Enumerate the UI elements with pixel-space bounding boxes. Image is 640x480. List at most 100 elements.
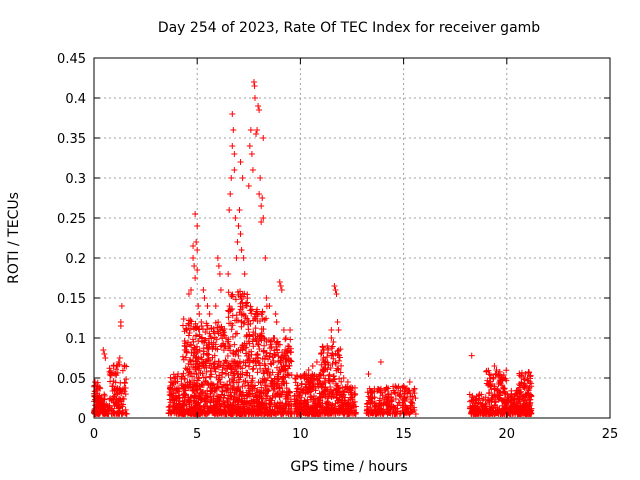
data-point (245, 363, 252, 370)
data-point (520, 402, 527, 409)
data-point (324, 343, 331, 349)
data-point (231, 167, 238, 173)
data-point (274, 390, 281, 397)
data-point (259, 315, 266, 322)
data-point (378, 402, 385, 409)
data-point (297, 389, 304, 396)
data-point (118, 390, 125, 397)
data-point (271, 352, 278, 359)
data-point (231, 389, 238, 396)
data-point (101, 351, 108, 357)
data-point (263, 349, 270, 356)
data-point (271, 407, 278, 414)
data-point (301, 371, 308, 377)
data-point (325, 372, 332, 379)
data-point (263, 315, 270, 322)
data-point (207, 380, 214, 387)
data-point (208, 387, 215, 394)
data-point (393, 384, 400, 391)
data-point (497, 389, 504, 396)
data-point (411, 390, 418, 397)
x-tick-label: 15 (395, 427, 412, 442)
data-point (217, 403, 224, 410)
data-point (165, 404, 172, 411)
data-point (261, 360, 268, 367)
data-point (260, 395, 267, 402)
data-point (365, 371, 372, 377)
data-point (195, 338, 202, 345)
data-point (190, 357, 197, 364)
data-point (223, 384, 230, 391)
data-point (348, 389, 355, 396)
data-point (486, 381, 493, 388)
data-point (333, 395, 340, 402)
data-point (101, 391, 108, 398)
data-point (410, 407, 417, 413)
y-tick-label: 0.45 (57, 52, 86, 67)
data-point (262, 255, 269, 261)
data-point (180, 370, 187, 377)
data-point (252, 325, 259, 332)
data-point (228, 326, 235, 333)
data-point (257, 410, 264, 417)
data-point (412, 410, 419, 417)
data-point (200, 382, 207, 389)
data-point (182, 391, 189, 398)
data-point (339, 394, 346, 401)
data-point (208, 371, 215, 378)
data-point (261, 379, 268, 386)
data-point (193, 239, 200, 245)
data-point (525, 369, 532, 376)
grid (94, 58, 610, 418)
data-point (478, 402, 485, 409)
data-point (208, 341, 215, 348)
data-point (241, 290, 248, 297)
data-point (298, 374, 305, 381)
data-point (117, 323, 124, 329)
data-point (294, 382, 301, 389)
data-point (517, 410, 524, 417)
data-point (340, 375, 347, 381)
data-point (196, 375, 203, 382)
data-point (254, 369, 261, 376)
data-point (388, 391, 395, 397)
data-point (391, 404, 398, 411)
data-point (528, 392, 535, 399)
data-point (270, 357, 277, 364)
data-point (524, 390, 531, 397)
data-point (329, 405, 336, 412)
data-point (204, 322, 211, 329)
data-point (344, 400, 351, 407)
data-point (262, 382, 269, 389)
data-point (329, 360, 336, 367)
data-point (273, 402, 280, 409)
data-point (279, 406, 286, 413)
data-point (113, 396, 120, 403)
data-point (167, 399, 174, 406)
data-point (341, 388, 348, 395)
data-point (412, 395, 419, 402)
data-point (236, 207, 243, 213)
data-point (189, 407, 196, 414)
data-point (504, 399, 511, 406)
data-point (189, 336, 196, 343)
data-point (265, 410, 272, 417)
data-point (172, 374, 179, 381)
data-point (504, 406, 511, 413)
data-point (336, 352, 343, 359)
data-point (258, 326, 265, 333)
data-point (308, 386, 315, 393)
data-point (191, 263, 198, 269)
data-point (113, 402, 120, 409)
data-point (195, 303, 202, 309)
data-point (251, 385, 258, 392)
x-tick-label: 25 (602, 427, 619, 442)
data-point (376, 387, 383, 394)
y-tick-label: 0.3 (65, 172, 86, 187)
data-point (222, 357, 229, 364)
data-point (479, 397, 486, 404)
data-point (333, 291, 340, 297)
data-point (200, 345, 207, 352)
data-point (320, 372, 327, 379)
data-point (390, 403, 397, 410)
